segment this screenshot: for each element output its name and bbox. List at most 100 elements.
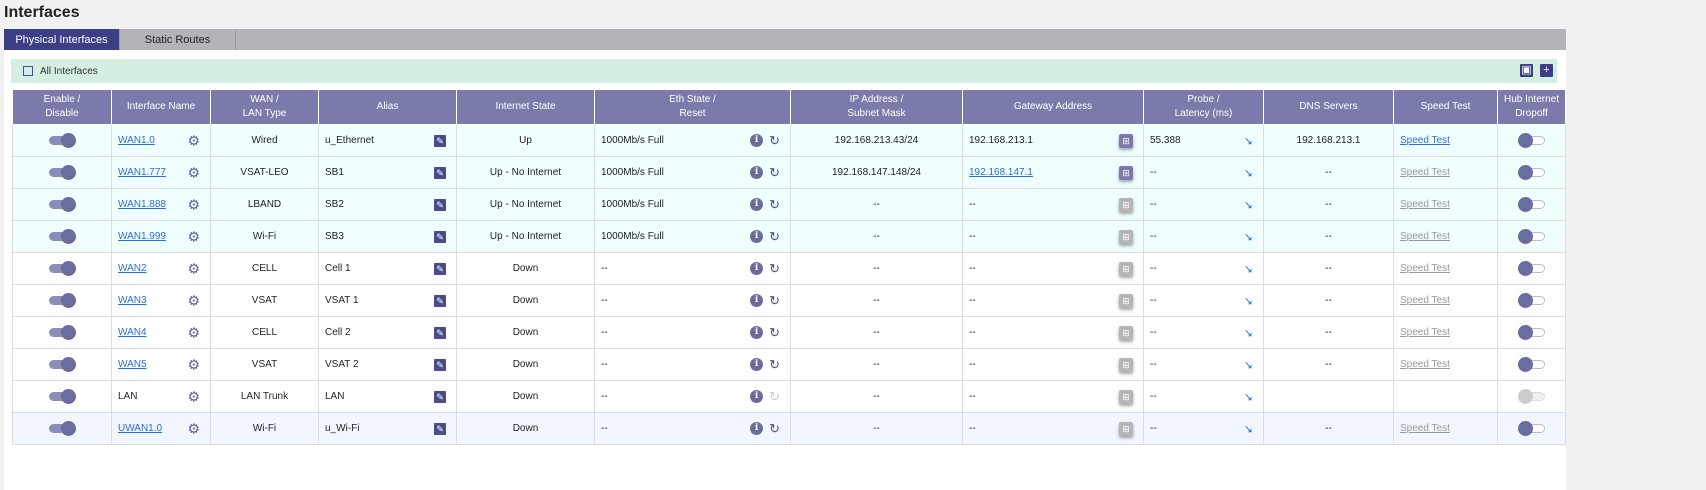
speed-test-link[interactable]: Speed Test <box>1400 199 1450 210</box>
gear-icon[interactable]: ⚙ <box>187 292 200 308</box>
hub-dropoff-toggle[interactable] <box>1517 196 1545 212</box>
interface-name-link[interactable]: WAN1.888 <box>118 199 166 210</box>
message-icon[interactable]: ⊞ <box>1119 389 1133 404</box>
reset-icon[interactable]: ↻ <box>769 228 780 244</box>
reset-icon[interactable]: ↻ <box>769 164 780 180</box>
hub-dropoff-toggle[interactable] <box>1517 164 1545 180</box>
chart-icon[interactable]: ↘ <box>1243 167 1253 179</box>
message-icon[interactable]: ⊞ <box>1119 325 1133 340</box>
edit-icon[interactable]: ✎ <box>434 422 446 435</box>
hub-dropoff-toggle[interactable] <box>1517 356 1545 372</box>
speed-test-link[interactable]: Speed Test <box>1400 295 1450 306</box>
chart-icon[interactable]: ↘ <box>1243 263 1253 275</box>
interface-name-link[interactable]: WAN3 <box>118 295 147 306</box>
hub-dropoff-toggle[interactable] <box>1517 324 1545 340</box>
edit-icon[interactable]: ✎ <box>434 198 446 211</box>
edit-icon[interactable]: ✎ <box>434 358 446 371</box>
edit-icon[interactable]: ✎ <box>434 294 446 307</box>
chart-icon[interactable]: ↘ <box>1243 391 1253 403</box>
message-icon[interactable]: ⊞ <box>1119 421 1133 436</box>
edit-icon[interactable]: ✎ <box>434 326 446 339</box>
hub-dropoff-toggle[interactable] <box>1517 260 1545 276</box>
tab-static-routes[interactable]: Static Routes <box>120 29 236 50</box>
gear-icon[interactable]: ⚙ <box>187 132 200 148</box>
info-icon[interactable]: i <box>750 166 764 179</box>
interface-name-link[interactable]: UWAN1.0 <box>118 423 163 434</box>
chart-icon[interactable]: ↘ <box>1243 199 1253 211</box>
speed-test-link[interactable]: Speed Test <box>1400 423 1450 434</box>
speed-test-link[interactable]: Speed Test <box>1400 327 1450 338</box>
reset-icon[interactable]: ↻ <box>769 420 780 436</box>
interface-name-link[interactable]: WAN1.999 <box>118 231 166 242</box>
message-icon[interactable]: ⊞ <box>1119 133 1133 148</box>
info-icon[interactable]: i <box>750 198 764 211</box>
save-icon[interactable]: ▣ <box>1520 64 1533 77</box>
enable-toggle[interactable] <box>49 356 76 372</box>
message-icon[interactable]: ⊞ <box>1119 357 1133 372</box>
chart-icon[interactable]: ↘ <box>1243 327 1253 339</box>
gear-icon[interactable]: ⚙ <box>187 324 200 340</box>
info-icon[interactable]: i <box>750 390 764 403</box>
chart-icon[interactable]: ↘ <box>1243 135 1253 147</box>
hub-dropoff-toggle[interactable] <box>1517 420 1545 436</box>
message-icon[interactable]: ⊞ <box>1119 293 1133 308</box>
speed-test-link[interactable]: Speed Test <box>1400 135 1450 146</box>
enable-toggle[interactable] <box>49 324 76 340</box>
reset-icon[interactable]: ↻ <box>769 196 780 212</box>
info-icon[interactable]: i <box>750 358 764 371</box>
interface-name-link[interactable]: WAN2 <box>118 263 147 274</box>
hub-dropoff-toggle[interactable] <box>1517 228 1545 244</box>
gear-icon[interactable]: ⚙ <box>187 164 200 180</box>
gear-icon[interactable]: ⚙ <box>187 228 200 244</box>
edit-icon[interactable]: ✎ <box>434 262 446 275</box>
gear-icon[interactable]: ⚙ <box>187 356 200 372</box>
message-icon[interactable]: ⊞ <box>1119 165 1133 180</box>
enable-toggle[interactable] <box>49 228 76 244</box>
gear-icon[interactable]: ⚙ <box>187 260 200 276</box>
interface-name-link[interactable]: WAN1.777 <box>118 167 166 178</box>
chart-icon[interactable]: ↘ <box>1243 295 1253 307</box>
hub-dropoff-toggle[interactable] <box>1517 292 1545 308</box>
enable-toggle[interactable] <box>49 260 76 276</box>
plus-icon[interactable]: + <box>1540 64 1553 77</box>
info-icon[interactable]: i <box>750 134 764 147</box>
edit-icon[interactable]: ✎ <box>434 390 446 403</box>
reset-icon[interactable]: ↻ <box>769 292 780 308</box>
chart-icon[interactable]: ↘ <box>1243 231 1253 243</box>
gear-icon[interactable]: ⚙ <box>187 420 200 436</box>
interface-name-link[interactable]: WAN4 <box>118 327 147 338</box>
info-icon[interactable]: i <box>750 262 764 275</box>
reset-icon[interactable]: ↻ <box>769 132 780 148</box>
speed-test-link[interactable]: Speed Test <box>1400 231 1450 242</box>
all-interfaces-checkbox[interactable] <box>23 66 33 76</box>
interface-name-link[interactable]: WAN1.0 <box>118 135 155 146</box>
gear-icon[interactable]: ⚙ <box>187 196 200 212</box>
enable-toggle[interactable] <box>49 164 76 180</box>
gateway-link[interactable]: 192.168.147.1 <box>969 167 1033 178</box>
info-icon[interactable]: i <box>750 294 764 307</box>
enable-toggle[interactable] <box>49 292 76 308</box>
gear-icon[interactable]: ⚙ <box>187 388 200 404</box>
enable-toggle[interactable] <box>49 420 76 436</box>
message-icon[interactable]: ⊞ <box>1119 229 1133 244</box>
message-icon[interactable]: ⊞ <box>1119 197 1133 212</box>
enable-toggle[interactable] <box>49 132 76 148</box>
edit-icon[interactable]: ✎ <box>434 230 446 243</box>
reset-icon[interactable]: ↻ <box>769 324 780 340</box>
reset-icon[interactable]: ↻ <box>769 356 780 372</box>
chart-icon[interactable]: ↘ <box>1243 423 1253 435</box>
speed-test-link[interactable]: Speed Test <box>1400 359 1450 370</box>
interface-name-link[interactable]: WAN5 <box>118 359 147 370</box>
reset-icon[interactable]: ↻ <box>769 260 780 276</box>
message-icon[interactable]: ⊞ <box>1119 261 1133 276</box>
speed-test-link[interactable]: Speed Test <box>1400 167 1450 178</box>
enable-toggle[interactable] <box>49 388 76 404</box>
speed-test-link[interactable]: Speed Test <box>1400 263 1450 274</box>
enable-toggle[interactable] <box>49 196 76 212</box>
info-icon[interactable]: i <box>750 326 764 339</box>
edit-icon[interactable]: ✎ <box>434 166 446 179</box>
tab-physical-interfaces[interactable]: Physical Interfaces <box>4 29 120 50</box>
hub-dropoff-toggle[interactable] <box>1517 132 1545 148</box>
info-icon[interactable]: i <box>750 422 764 435</box>
edit-icon[interactable]: ✎ <box>434 134 446 147</box>
